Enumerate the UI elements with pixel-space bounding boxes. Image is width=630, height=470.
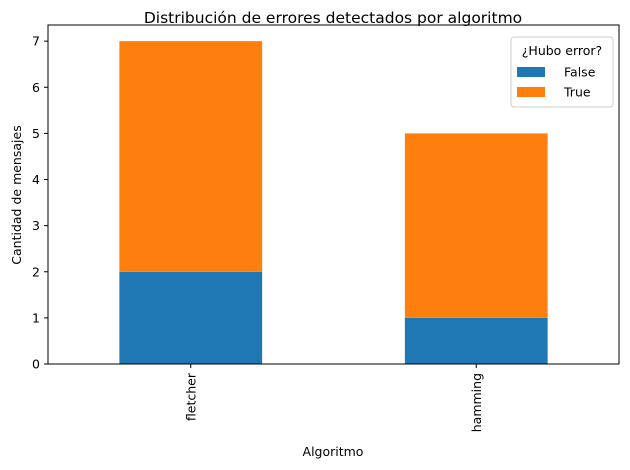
bar-fletcher-false	[119, 271, 263, 364]
plot-frame	[47, 24, 620, 365]
x-tick-label-hamming: hamming	[469, 373, 484, 432]
legend-label-false: False	[564, 65, 596, 80]
legend-label-true: True	[563, 85, 591, 100]
y-axis-label: Cantidad de mensajes	[9, 125, 24, 264]
x-tick-label-fletcher: fletcher	[183, 372, 198, 421]
chart-title: Distribución de errores detectados por a…	[144, 9, 522, 27]
y-tick-label: 6	[32, 80, 40, 95]
legend-swatch-true	[517, 87, 545, 97]
bar-fletcher-true	[119, 41, 263, 272]
bar-hamming-true	[404, 133, 548, 318]
y-tick-label: 2	[32, 264, 40, 279]
bar-hamming-false	[404, 317, 548, 364]
y-tick-label: 3	[32, 218, 40, 233]
x-axis-ticks: fletcher hamming	[183, 364, 484, 432]
y-axis-ticks: 0 1 2 3 4 5 6 7	[32, 34, 48, 372]
y-tick-label: 7	[32, 34, 40, 49]
y-tick-label: 1	[32, 310, 40, 325]
legend-swatch-false	[517, 67, 545, 77]
y-tick-label: 4	[32, 172, 40, 187]
y-tick-label: 0	[32, 357, 40, 372]
legend: ¿Hubo error? False True	[510, 36, 614, 108]
legend-items: False True	[517, 65, 596, 100]
x-axis-label: Algoritmo	[303, 444, 364, 459]
legend-title: ¿Hubo error?	[522, 43, 602, 58]
bars-layer	[119, 41, 548, 364]
y-tick-label: 5	[32, 126, 40, 141]
